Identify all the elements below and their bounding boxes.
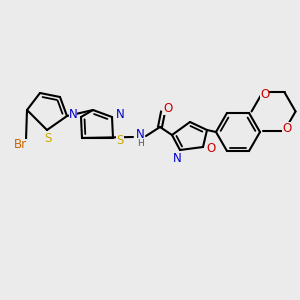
Text: S: S	[44, 131, 52, 145]
Text: O: O	[260, 88, 269, 101]
Text: N: N	[136, 128, 144, 142]
Text: O: O	[282, 122, 291, 135]
Text: H: H	[136, 140, 143, 148]
Text: N: N	[69, 107, 77, 121]
Text: Br: Br	[14, 139, 27, 152]
Text: O: O	[206, 142, 216, 155]
Text: N: N	[172, 152, 182, 164]
Text: N: N	[116, 107, 124, 121]
Text: O: O	[164, 101, 172, 115]
Text: S: S	[116, 134, 124, 146]
